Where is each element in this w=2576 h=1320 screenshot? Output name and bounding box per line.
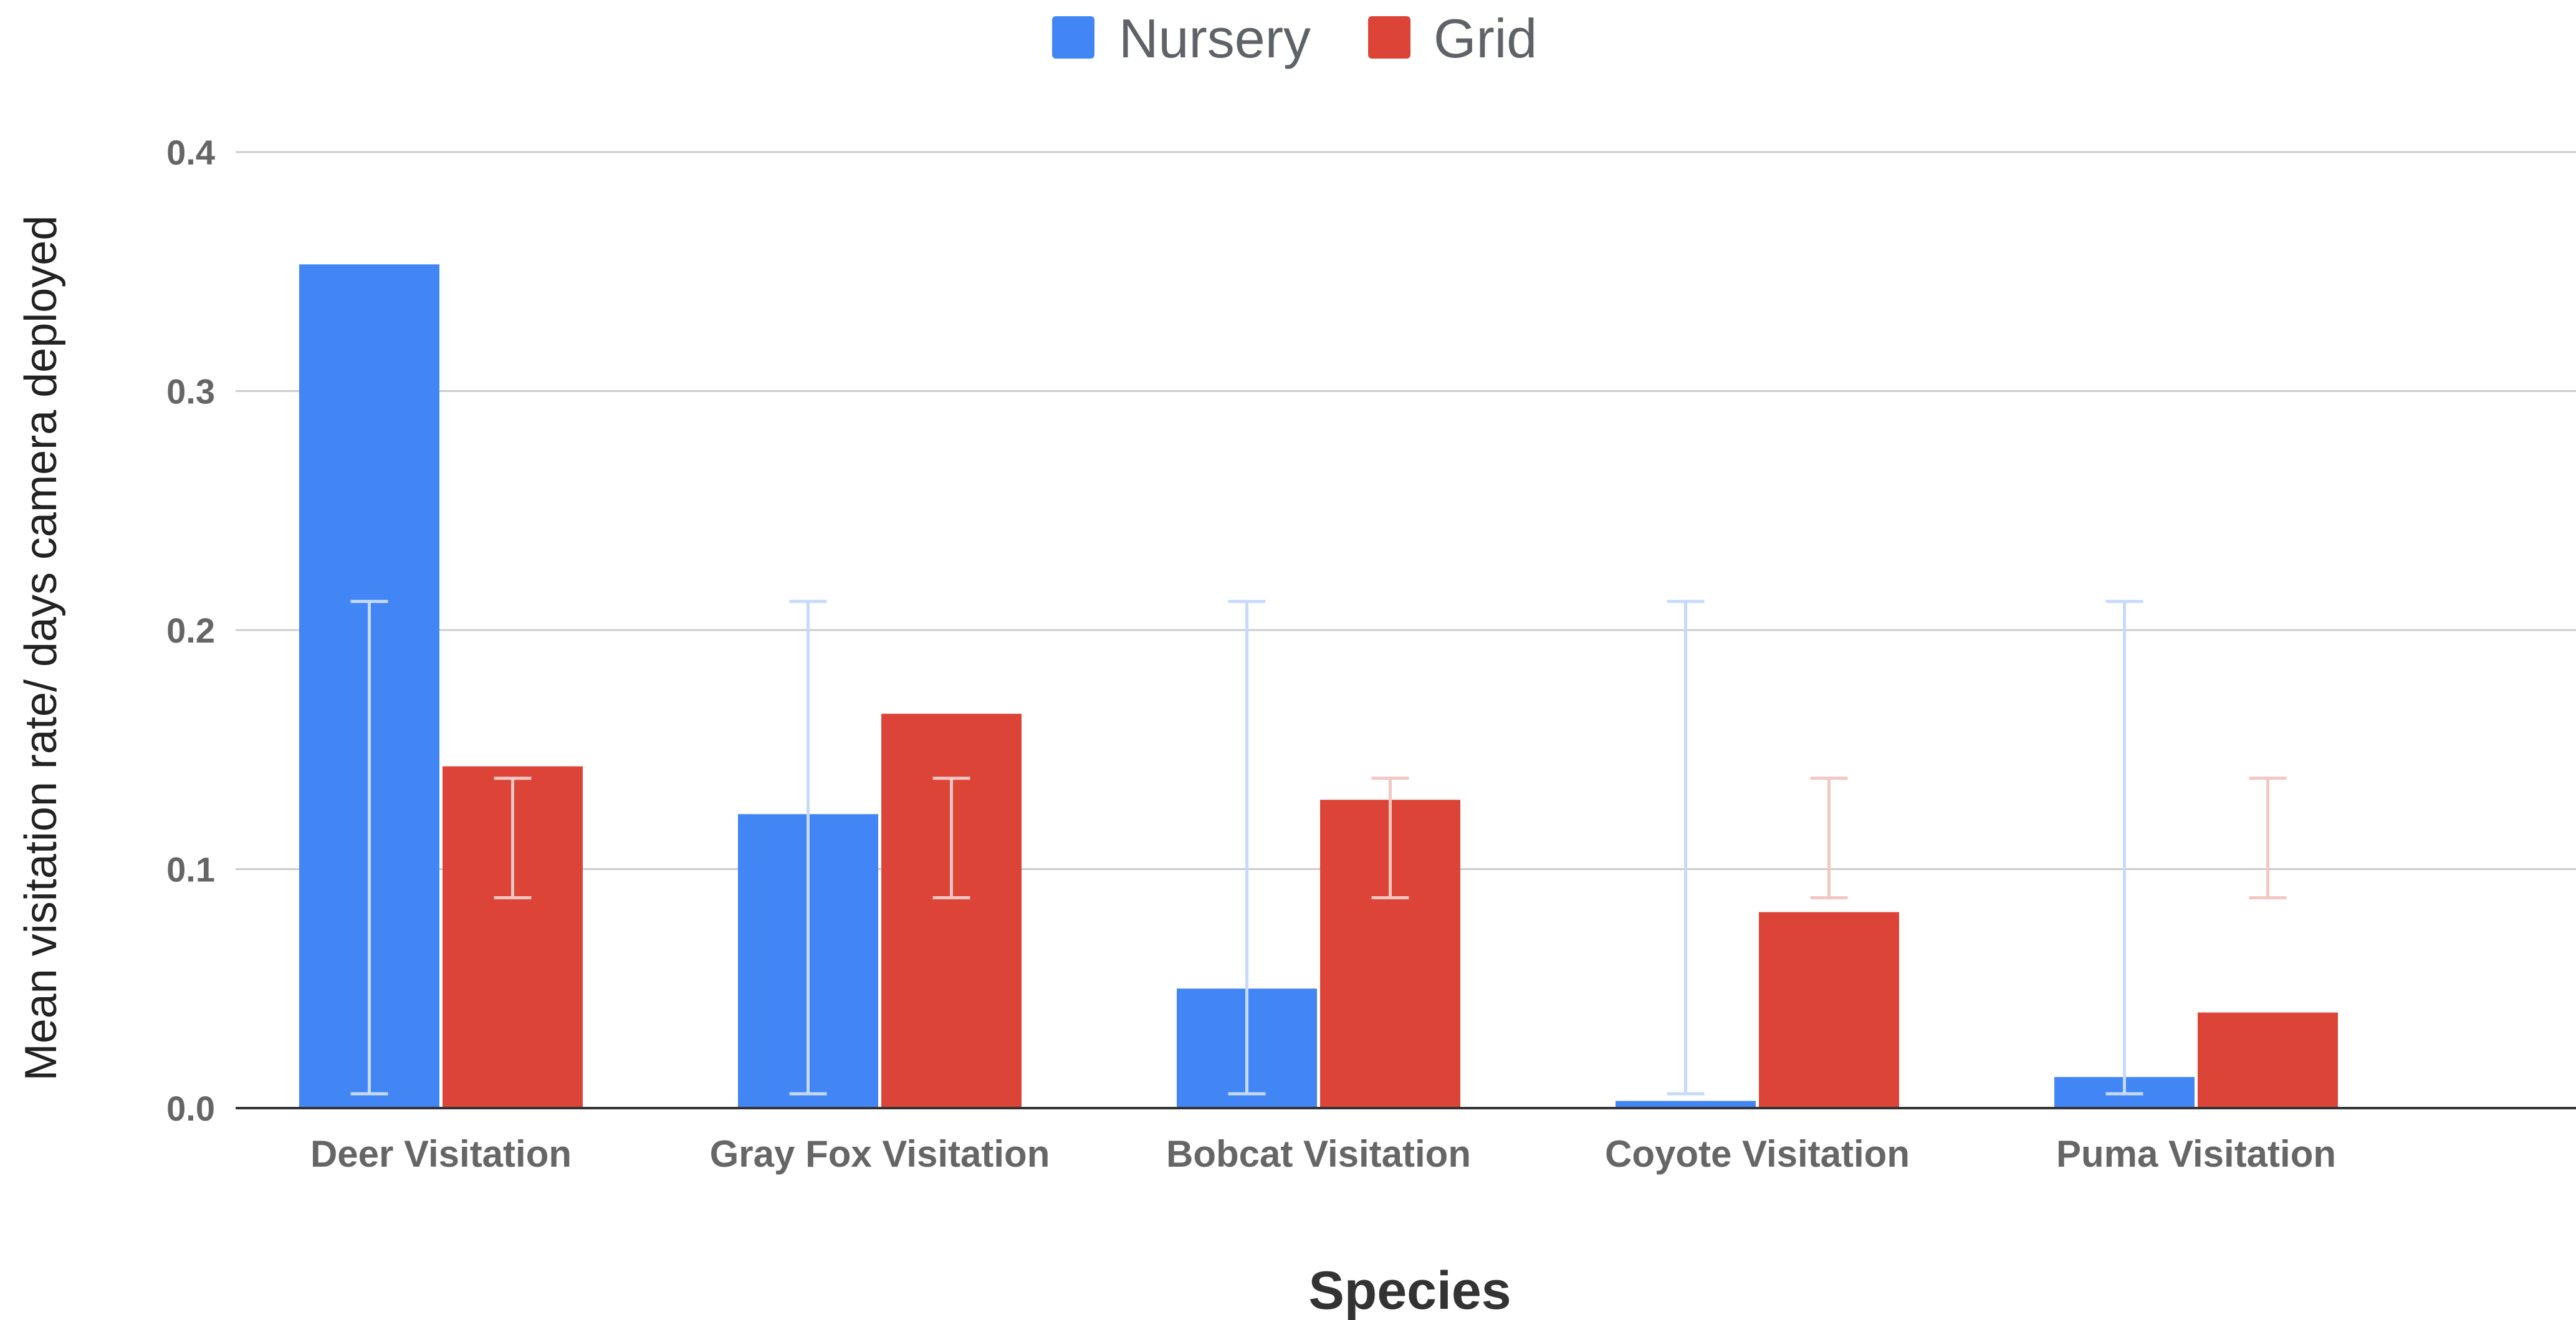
y-tick-label: 0.3 — [166, 372, 215, 411]
y-tick-label: 0.2 — [166, 611, 215, 650]
error-bar-nursery — [350, 600, 388, 1096]
bar-grid — [881, 714, 1022, 1108]
error-bar-grid — [1810, 777, 1848, 900]
x-tick-label: Bobcat Visitation — [1166, 1133, 1471, 1175]
y-axis-ticks: 0.0 0.1 0.2 0.3 0.4 — [166, 133, 215, 1128]
legend-item-grid: Grid — [1368, 7, 1537, 69]
legend-swatch — [1052, 16, 1094, 59]
error-bar-grid — [2249, 777, 2287, 900]
gridlines — [236, 151, 2576, 870]
x-tick-label: Puma Visitation — [2056, 1133, 2336, 1175]
legend-label: Nursery — [1119, 7, 1311, 69]
x-axis-ticks: Deer Visitation Gray Fox Visitation Bobcat… — [310, 1133, 2336, 1175]
x-tick-label: Deer Visitation — [310, 1133, 572, 1175]
y-tick-label: 0.0 — [166, 1089, 215, 1128]
bar-grid — [2198, 1012, 2338, 1108]
x-axis-label: Species — [1308, 1261, 1511, 1320]
error-bar-nursery — [1667, 600, 1705, 1096]
error-bar-nursery — [2105, 600, 2143, 1096]
bar-grid — [1759, 912, 1899, 1108]
y-tick-label: 0.1 — [166, 850, 215, 889]
error-bar-nursery — [789, 600, 827, 1096]
error-bar-grid — [932, 777, 970, 900]
y-axis-label: Mean visitation rate/ days camera deploy… — [16, 216, 66, 1081]
x-tick-label: Gray Fox Visitation — [710, 1133, 1050, 1175]
legend-label: Grid — [1434, 7, 1537, 69]
legend-swatch — [1368, 16, 1410, 59]
x-tick-label: Coyote Visitation — [1605, 1133, 1910, 1175]
bar-nursery — [1616, 1101, 1756, 1108]
error-bar-nursery — [1228, 600, 1266, 1096]
legend-item-nursery: Nursery — [1052, 7, 1311, 69]
error-bars — [350, 600, 2287, 1096]
error-bar-grid — [1371, 777, 1409, 900]
error-bar-grid — [494, 777, 532, 900]
legend: Nursery Grid — [1052, 7, 1537, 69]
y-tick-label: 0.4 — [166, 133, 215, 172]
